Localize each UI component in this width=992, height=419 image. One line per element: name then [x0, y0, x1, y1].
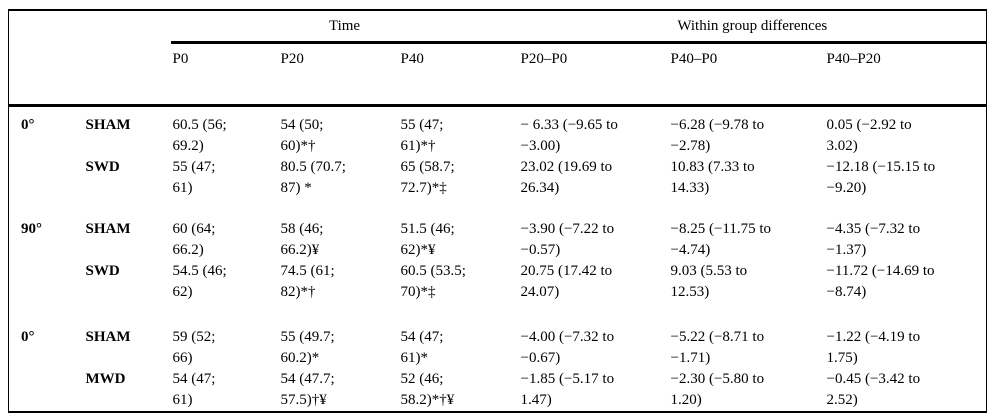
column-header-p40: P40 — [398, 42, 519, 107]
table-row: 0° SHAM 60.5 (56; 69.2) 54 (50; 60)*† 55… — [9, 106, 987, 158]
value-cell: 20.75 (17.42 to 24.07) — [520, 263, 613, 300]
value-cell: 74.5 (61; 82)*† — [280, 263, 335, 300]
value-cell: −5.22 (−8.71 to −1.71) — [670, 329, 765, 366]
value-cell: 54 (47.7; 57.5)†¥ — [280, 371, 335, 408]
value-cell: 52 (46; 58.2)*†¥ — [400, 371, 455, 408]
angle-label: 90° — [21, 221, 42, 237]
table-row: MWD 54 (47; 61) 54 (47.7; 57.5)†¥ 52 (46… — [9, 369, 987, 412]
value-cell: −0.45 (−3.42 to 2.52) — [826, 371, 921, 408]
value-cell: 60.5 (56; 69.2) — [172, 117, 227, 154]
column-header-p20-p0: P20–P0 — [518, 42, 669, 107]
value-cell: 23.02 (19.69 to 26.34) — [520, 159, 613, 196]
value-cell: 51.5 (46; 62)*¥ — [400, 221, 455, 258]
value-cell: 80.5 (70.7; 87) * — [280, 159, 346, 196]
value-cell: −4.35 (−7.32 to −1.37) — [826, 221, 921, 258]
group-label: SWD — [85, 263, 120, 279]
column-header-p0: P0 — [170, 42, 279, 107]
group-label: SHAM — [85, 117, 131, 133]
value-cell: −1.22 (−4.19 to 1.75) — [826, 329, 921, 366]
spanner-spacer — [9, 10, 171, 43]
column-group-time: Time — [170, 10, 519, 44]
angle-label: 0° — [21, 117, 35, 133]
value-cell: 0.05 (−2.92 to 3.02) — [826, 117, 912, 154]
value-cell: 10.83 (7.33 to 14.33) — [670, 159, 755, 196]
column-group-within-differences: Within group differences — [518, 10, 987, 44]
value-cell: −2.30 (−5.80 to 1.20) — [670, 371, 765, 408]
column-group-row: Time Within group differences — [9, 10, 987, 44]
group-label: SWD — [85, 159, 120, 175]
column-header-p40-p20: P40–P20 — [824, 42, 987, 107]
table-row: SWD 54.5 (46; 62) 74.5 (61; 82)*† 60.5 (… — [9, 261, 987, 303]
value-cell: 60 (64; 66.2) — [172, 221, 216, 258]
value-cell: −11.72 (−14.69 to −8.74) — [826, 263, 935, 300]
table-row: SWD 55 (47; 61) 80.5 (70.7; 87) * 65 (58… — [9, 157, 987, 199]
value-cell: − 6.33 (−9.65 to −3.00) — [520, 117, 618, 154]
value-cell: −6.28 (−9.78 to −2.78) — [670, 117, 765, 154]
table-row: 90° SHAM 60 (64; 66.2) 58 (46; 66.2)¥ 51… — [9, 199, 987, 261]
value-cell: 59 (52; 66) — [172, 329, 216, 366]
value-cell: −3.90 (−7.22 to −0.57) — [520, 221, 615, 258]
angle-label: 0° — [21, 329, 35, 345]
column-header-row: P0 P20 P40 P20–P0 P40–P0 P40–P20 — [8, 42, 987, 107]
group-label: SHAM — [85, 329, 131, 345]
value-cell: 54 (47; 61)* — [400, 329, 444, 366]
group-label: MWD — [85, 371, 126, 387]
value-cell: −8.25 (−11.75 to −4.74) — [670, 221, 772, 258]
column-header-p40-p0: P40–P0 — [668, 42, 825, 107]
value-cell: 55 (47; 61)*† — [400, 117, 444, 154]
value-cell: 55 (47; 61) — [172, 159, 216, 196]
value-cell: −12.18 (−15.15 to −9.20) — [826, 159, 936, 196]
column-header-p20: P20 — [278, 42, 399, 107]
value-cell: −4.00 (−7.32 to −0.67) — [520, 329, 615, 366]
value-cell: 55 (49.7; 60.2)* — [280, 329, 335, 366]
results-table: Time Within group differences P0 P20 P40… — [8, 9, 988, 413]
value-cell: 65 (58.7; 72.7)*‡ — [400, 159, 455, 196]
value-cell: 9.03 (5.53 to 12.53) — [670, 263, 748, 300]
value-cell: 54 (50; 60)*† — [280, 117, 324, 154]
value-cell: 60.5 (53.5; 70)*‡ — [400, 263, 466, 300]
value-cell: −1.85 (−5.17 to 1.47) — [520, 371, 615, 408]
table-row: 0° SHAM 59 (52; 66) 55 (49.7; 60.2)* 54 … — [9, 303, 987, 369]
value-cell: 54 (47; 61) — [172, 371, 216, 408]
value-cell: 54.5 (46; 62) — [172, 263, 227, 300]
header-spacer-group — [83, 42, 171, 107]
group-label: SHAM — [85, 221, 131, 237]
header-spacer-angle — [8, 42, 84, 107]
value-cell: 58 (46; 66.2)¥ — [280, 221, 324, 258]
